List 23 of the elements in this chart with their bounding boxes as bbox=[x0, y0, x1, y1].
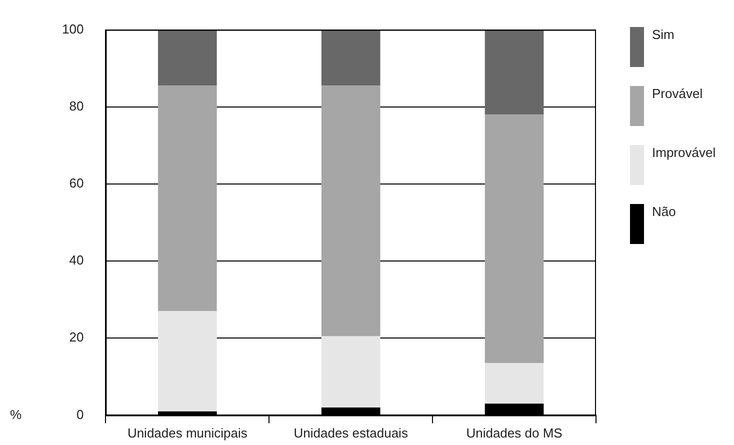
x-tick-label: Unidades do MS bbox=[466, 426, 563, 441]
y-tick-label: 100 bbox=[62, 21, 84, 36]
x-tick-label: Unidades municipais bbox=[127, 426, 248, 441]
y-tick-label: 80 bbox=[69, 98, 84, 114]
y-tick-label: 60 bbox=[69, 176, 84, 191]
y-tick-label: 40 bbox=[69, 252, 84, 268]
text: Provável bbox=[652, 86, 703, 101]
bar bbox=[484, 363, 544, 404]
bar bbox=[321, 336, 380, 408]
bar bbox=[484, 114, 544, 364]
y-tick-label: 20 bbox=[69, 330, 84, 345]
y-tick-label: 0 bbox=[76, 406, 84, 422]
bar bbox=[321, 86, 380, 336]
bar bbox=[321, 30, 380, 86]
bar bbox=[484, 30, 544, 115]
text: Sim bbox=[652, 27, 674, 42]
text: Não bbox=[652, 204, 676, 219]
bar bbox=[158, 30, 217, 86]
bar bbox=[158, 311, 217, 412]
x-tick-label: Unidades estaduais bbox=[294, 426, 408, 441]
bar bbox=[158, 86, 217, 312]
y-axis-title: % bbox=[10, 406, 22, 422]
text: Improvável bbox=[652, 145, 716, 160]
